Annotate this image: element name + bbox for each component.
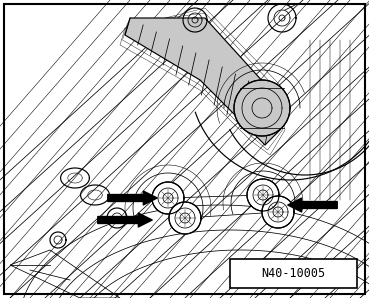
Circle shape — [169, 202, 201, 234]
Circle shape — [247, 179, 279, 211]
Bar — [230, 259, 357, 288]
Circle shape — [152, 182, 184, 214]
Text: N40-10005: N40-10005 — [262, 267, 325, 280]
Polygon shape — [125, 18, 280, 145]
Circle shape — [262, 196, 294, 228]
Circle shape — [234, 80, 290, 136]
